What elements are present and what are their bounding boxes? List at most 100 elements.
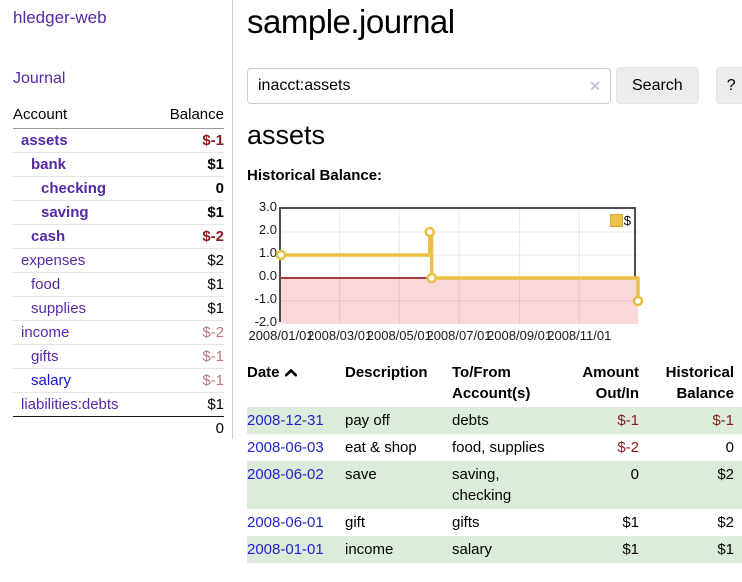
- table-row: assets $-1: [13, 128, 224, 153]
- chart-canvas: [275, 209, 644, 324]
- sort-ascending-icon: [284, 363, 298, 384]
- search-form: ✕ Search ?: [247, 67, 742, 104]
- transaction-amount: $1: [622, 514, 639, 531]
- account-balance: $-2: [152, 320, 224, 345]
- account-balance: $-1: [152, 344, 224, 369]
- transaction-tofrom: saving, checking: [452, 466, 512, 504]
- chart-plot-area: $: [275, 207, 644, 324]
- table-row: 2008-01-01 income salary $1 $1: [247, 536, 742, 563]
- account-balance: $-2: [152, 224, 224, 249]
- help-button[interactable]: ?: [715, 67, 742, 104]
- table-row: 2008-06-03 eat & shop food, supplies $-2…: [247, 434, 742, 461]
- y-tick-label: -2.0: [254, 314, 277, 329]
- table-row: liabilities:debts $1: [13, 392, 224, 417]
- transaction-balance: $-1: [712, 412, 734, 429]
- balance-header: Historical Balance: [665, 364, 734, 402]
- transaction-balance: $2: [717, 514, 734, 531]
- y-tick-label: 1.0: [258, 245, 277, 260]
- transaction-amount: $-1: [617, 412, 639, 429]
- account-link-liabilities-debts[interactable]: liabilities:debts: [21, 396, 119, 413]
- table-row: bank $1: [13, 152, 224, 177]
- transaction-balance: $2: [717, 466, 734, 483]
- chart-legend: $: [608, 213, 632, 228]
- account-link-bank[interactable]: bank: [31, 156, 67, 173]
- page-title: sample.journal: [247, 3, 455, 40]
- accounts-total-value: 0: [215, 420, 224, 437]
- table-row: food $1: [13, 272, 224, 297]
- x-tick-label: 2008/07/01: [426, 328, 492, 343]
- transaction-date-link[interactable]: 2008-01-01: [247, 541, 324, 558]
- transaction-description: save: [345, 466, 377, 483]
- account-link-gifts[interactable]: gifts: [31, 348, 59, 365]
- search-button[interactable]: Search: [616, 67, 699, 104]
- legend-label: $: [623, 213, 631, 228]
- transaction-amount: $-2: [617, 439, 639, 456]
- account-balance: 0: [152, 176, 224, 201]
- y-tick-label: -1.0: [254, 291, 277, 306]
- table-row: gifts $-1: [13, 344, 224, 369]
- account-link-saving[interactable]: saving: [41, 204, 89, 221]
- accounts-table-header: Account Balance: [13, 104, 224, 129]
- tofrom-header: To/From Account(s): [452, 364, 531, 402]
- x-tick-label: 2008/09/01: [487, 328, 553, 343]
- account-link-checking[interactable]: checking: [41, 180, 107, 197]
- x-tick-label: 2008/01/01: [248, 328, 314, 343]
- accounts-total-row: 0: [13, 417, 224, 441]
- transaction-description: pay off: [345, 412, 390, 429]
- account-link-food[interactable]: food: [31, 276, 61, 293]
- transaction-date-link[interactable]: 2008-06-01: [247, 514, 324, 531]
- table-row: 2008-12-31 pay off debts $-1 $-1: [247, 407, 742, 434]
- accounts-table: Account Balance assets $-1 bank $1 check…: [13, 104, 224, 440]
- table-row: supplies $1: [13, 296, 224, 321]
- app-title-link[interactable]: hledger-web: [13, 8, 107, 27]
- y-tick-label: 2.0: [258, 222, 277, 237]
- account-link-salary[interactable]: salary: [31, 372, 72, 389]
- account-link-assets[interactable]: assets: [21, 132, 68, 149]
- transaction-date-link[interactable]: 2008-06-03: [247, 439, 324, 456]
- account-balance: $1: [152, 272, 224, 297]
- historical-balance-chart: 3.0 2.0 1.0 0.0 -1.0 -2.0: [241, 199, 681, 348]
- account-balance: $-1: [152, 128, 224, 153]
- x-tick-label: 2008/05/01: [366, 328, 432, 343]
- clear-search-icon[interactable]: ✕: [589, 77, 601, 94]
- x-tick-label: 2008/11/01: [547, 328, 612, 343]
- transaction-tofrom: debts: [452, 412, 489, 429]
- accounts-header-account: Account: [13, 104, 153, 129]
- chart-title: Historical Balance:: [247, 167, 383, 184]
- account-balance: $1: [152, 152, 224, 177]
- transaction-description: income: [345, 541, 394, 558]
- transaction-amount: $1: [622, 541, 639, 558]
- transaction-description: eat & shop: [345, 439, 417, 456]
- account-link-cash[interactable]: cash: [31, 228, 66, 245]
- table-row: 2008-06-02 save saving, checking 0 $2: [247, 461, 742, 509]
- table-row: checking 0: [13, 176, 224, 201]
- description-header: Description: [345, 364, 428, 381]
- sidebar-item-journal[interactable]: Journal: [13, 70, 66, 87]
- account-link-supplies[interactable]: supplies: [31, 300, 87, 317]
- account-balance: $1: [152, 392, 224, 417]
- table-row: cash $-2: [13, 224, 224, 249]
- account-link-expenses[interactable]: expenses: [21, 252, 86, 269]
- account-balance: $1: [152, 200, 224, 225]
- transaction-date-link[interactable]: 2008-12-31: [247, 412, 324, 429]
- search-input[interactable]: [247, 67, 611, 104]
- transaction-date-link[interactable]: 2008-06-02: [247, 466, 324, 483]
- transactions-table: Date Description To/From Account(s) Amou…: [247, 358, 742, 563]
- table-row: salary $-1: [13, 368, 224, 393]
- transaction-amount: 0: [630, 466, 639, 483]
- sort-by-date-header[interactable]: Date: [247, 358, 345, 407]
- account-heading: assets: [247, 120, 326, 150]
- transaction-tofrom: salary: [452, 541, 493, 558]
- transaction-balance: $1: [717, 541, 734, 558]
- y-tick-label: 0.0: [258, 268, 277, 283]
- table-row: income $-2: [13, 320, 224, 345]
- transactions-header-row: Date Description To/From Account(s) Amou…: [247, 358, 742, 407]
- table-row: expenses $2: [13, 248, 224, 273]
- account-link-income[interactable]: income: [21, 324, 70, 341]
- transaction-description: gift: [345, 514, 366, 531]
- table-row: saving $1: [13, 200, 224, 225]
- transaction-balance: 0: [725, 439, 734, 456]
- sidebar: hledger-web Journal Account Balance asse…: [0, 0, 233, 439]
- account-balance: $-1: [152, 368, 224, 393]
- account-balance: $2: [152, 248, 224, 273]
